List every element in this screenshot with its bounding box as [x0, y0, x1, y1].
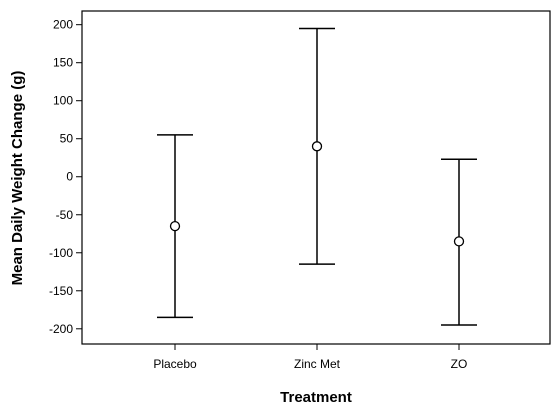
- mean-point: [311, 141, 323, 152]
- error-bar: [441, 158, 477, 326]
- error-bars: [157, 27, 477, 326]
- x-tick-label: Placebo: [153, 357, 197, 371]
- y-tick-label: -150: [49, 284, 73, 298]
- error-bar: [299, 27, 335, 265]
- x-tick-label: Zinc Met: [294, 357, 341, 371]
- mean-point: [169, 221, 181, 232]
- x-tick-label: ZO: [451, 357, 468, 371]
- y-axis-title: Mean Daily Weight Change (g): [9, 71, 26, 286]
- y-tick-label: 0: [66, 170, 73, 184]
- y-tick-label: -200: [49, 322, 73, 336]
- y-tick-label: -50: [56, 208, 74, 222]
- x-axis-title: Treatment: [280, 389, 352, 406]
- y-tick-label: 150: [53, 56, 73, 70]
- y-tick-label: 50: [60, 132, 74, 146]
- y-tick-label: 200: [53, 18, 73, 32]
- error-bar: [157, 134, 193, 319]
- plot-area-frame: [81, 10, 551, 345]
- y-tick-label: -100: [49, 246, 73, 260]
- x-axis: Placebo Zinc Met ZO: [153, 344, 467, 371]
- y-tick-label: 100: [53, 94, 73, 108]
- y-axis: -200 -150 -100 -50 0 50 100 150 200: [49, 18, 82, 336]
- mean-point: [453, 236, 465, 247]
